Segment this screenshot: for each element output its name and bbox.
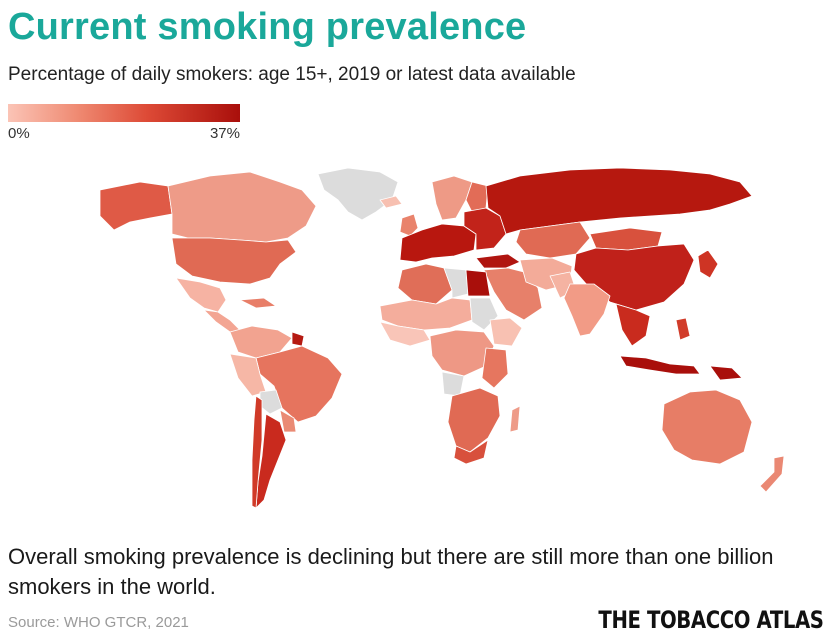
country-chile xyxy=(251,395,263,509)
country-madagascar xyxy=(509,405,521,433)
legend-min-label: 0% xyxy=(8,125,30,142)
country-mexico xyxy=(175,277,227,313)
page-subtitle: Percentage of daily smokers: age 15+, 20… xyxy=(8,64,576,85)
color-legend: 0% 37% xyxy=(8,104,240,142)
region-uk-ireland xyxy=(399,213,419,237)
caption-text: Overall smoking prevalence is declining … xyxy=(8,544,774,599)
region-korea-japan xyxy=(697,249,719,279)
region-central-america xyxy=(203,309,241,333)
region-scandinavia xyxy=(431,175,473,221)
country-russia xyxy=(485,167,753,235)
country-iceland xyxy=(379,195,403,209)
country-new-zealand xyxy=(759,455,785,493)
legend-max-label: 37% xyxy=(209,125,240,142)
page-title: Current smoking prevalence xyxy=(8,6,527,48)
world-choropleth-map xyxy=(80,160,820,530)
country-india xyxy=(563,283,611,337)
country-alaska xyxy=(99,181,173,231)
country-greenland xyxy=(317,167,399,221)
region-paraguay-uruguay xyxy=(279,409,297,433)
country-egypt xyxy=(465,269,491,297)
region-northern-south-america xyxy=(229,325,293,359)
country-canada xyxy=(167,171,317,243)
country-argentina xyxy=(255,413,287,509)
country-papua-new-guinea xyxy=(709,365,743,381)
country-indonesia xyxy=(619,355,701,375)
map-svg xyxy=(99,167,785,509)
country-turkey xyxy=(475,253,521,269)
country-libya xyxy=(443,267,469,299)
country-drc xyxy=(441,371,465,397)
country-south-africa xyxy=(453,439,489,465)
legend-gradient-bar xyxy=(8,104,240,122)
brand-logo: THE TOBACCO ATLAS xyxy=(598,606,825,634)
country-philippines xyxy=(675,317,691,341)
country-usa xyxy=(171,237,297,285)
region-western-europe xyxy=(399,223,477,263)
country-brazil xyxy=(255,345,343,423)
region-southern-africa xyxy=(447,387,501,453)
region-caribbean xyxy=(239,297,277,309)
region-eastern-europe xyxy=(463,207,507,251)
country-australia xyxy=(661,389,753,465)
region-horn-of-africa xyxy=(489,317,523,347)
region-guianas xyxy=(291,331,305,347)
region-southeast-asia xyxy=(615,303,651,347)
region-east-africa xyxy=(481,347,509,389)
region-north-africa-west xyxy=(397,263,453,305)
source-note: Source: WHO GTCR, 2021 xyxy=(8,614,189,631)
